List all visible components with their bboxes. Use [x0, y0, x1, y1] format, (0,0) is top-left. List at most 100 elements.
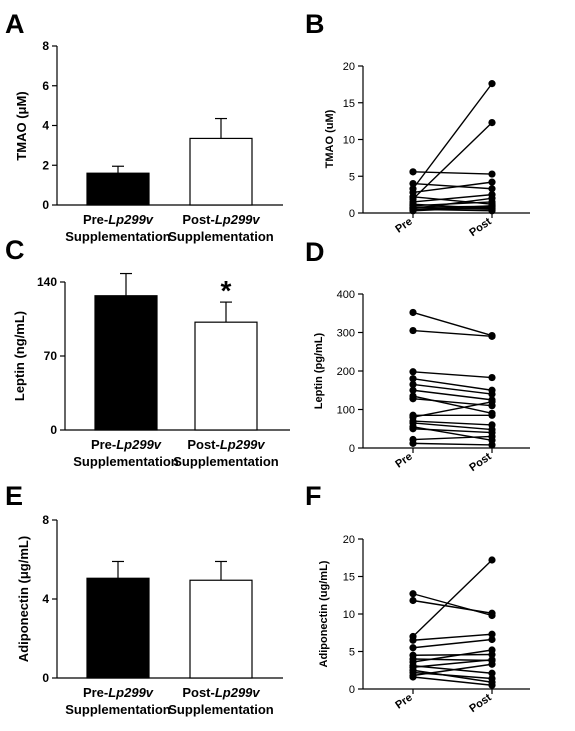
- subject-line: [412, 428, 493, 434]
- data-point-pre: [409, 326, 417, 335]
- subject-line: [412, 659, 493, 668]
- category-strain: Lp299v: [220, 437, 266, 452]
- x-tick-label: Post: [467, 215, 494, 239]
- y-tick-label: 8: [42, 513, 49, 527]
- y-tick-label: 5: [349, 647, 355, 659]
- data-point-pre: [409, 596, 417, 605]
- y-tick-label: 20: [343, 534, 355, 546]
- y-tick-label: 200: [337, 366, 355, 378]
- category-label: Post-Lp299v: [182, 212, 260, 227]
- category-prefix: Pre-: [91, 437, 116, 452]
- data-point-post: [488, 80, 496, 88]
- category-label-line2: Supplementation: [168, 702, 274, 717]
- panel-letter-d: D: [305, 237, 325, 267]
- data-point-pre: [409, 644, 417, 652]
- subject-line: [412, 371, 493, 379]
- category-label-line2: Supplementation: [65, 229, 171, 244]
- panel-letter-c: C: [5, 235, 25, 265]
- category-prefix: Post-: [182, 685, 215, 700]
- category-label: Pre-Lp299v: [83, 685, 154, 700]
- category-prefix: Post-: [187, 437, 220, 452]
- panel-b-chart: 0 5 10 15 20 TMAO (uM) Pre Post: [324, 61, 530, 239]
- y-tick-label: 140: [37, 275, 57, 289]
- y-tick-label: 15: [343, 572, 355, 584]
- subject-line: [412, 663, 493, 677]
- data-point-pre: [409, 375, 417, 383]
- panel-f-chart: 0 5 10 15 20 Adiponectin (ug/mL) Pre Post: [318, 534, 530, 715]
- data-point-post: [488, 556, 496, 564]
- data-point-pre: [409, 368, 417, 376]
- bar: [94, 295, 158, 431]
- data-point-post: [488, 170, 496, 178]
- x-tick-label: Post: [467, 691, 494, 715]
- subject-line: [412, 653, 493, 656]
- x-tick-label: Pre: [393, 216, 414, 236]
- data-point-post: [488, 441, 496, 449]
- subject-line: [412, 593, 493, 617]
- y-tick-label: 300: [337, 328, 355, 340]
- subject-line: [412, 401, 493, 418]
- category-strain: Lp299v: [215, 212, 261, 227]
- data-point-pre: [409, 673, 417, 681]
- data-point-post: [488, 669, 496, 677]
- data-point-post: [488, 398, 496, 406]
- category-strain: Lp299v: [108, 685, 154, 700]
- category-prefix: Post-: [182, 212, 215, 227]
- data-point-post: [488, 203, 496, 211]
- y-tick-label: 0: [349, 443, 355, 455]
- subject-line: [412, 633, 493, 641]
- data-point-pre: [409, 380, 417, 389]
- data-point-pre: [409, 168, 417, 176]
- x-tick-label: Pre: [393, 692, 414, 712]
- y-tick-label: 8: [42, 39, 49, 53]
- y-tick-label: 4: [42, 592, 49, 606]
- data-point-post: [488, 194, 496, 202]
- subject-line: [412, 676, 493, 686]
- subject-line: [412, 83, 493, 190]
- subject-line: [412, 122, 493, 200]
- subject-line: [412, 599, 493, 614]
- data-point-pre: [409, 395, 417, 403]
- category-label: Pre-Lp299v: [83, 212, 154, 227]
- category-label: Post-Lp299v: [187, 437, 265, 452]
- subject-line: [412, 193, 493, 203]
- data-point-post: [488, 609, 496, 617]
- data-point-post: [488, 332, 496, 340]
- y-axis-label: TMAO (uM): [324, 109, 336, 168]
- data-point-pre: [409, 425, 417, 433]
- y-tick-label: 10: [343, 609, 355, 621]
- x-tick-label: Post: [467, 450, 494, 474]
- y-tick-label: 400: [337, 289, 355, 301]
- subject-line: [412, 638, 493, 649]
- subject-line: [412, 420, 493, 426]
- data-point-pre: [409, 636, 417, 644]
- panel-letter-b: B: [305, 9, 325, 39]
- subject-line: [412, 435, 493, 441]
- y-tick-label: 6: [42, 79, 49, 93]
- category-strain: Lp299v: [116, 437, 162, 452]
- subject-line: [412, 329, 493, 338]
- data-point-post: [488, 660, 496, 668]
- y-tick-label: 70: [44, 349, 58, 363]
- category-prefix: Pre-: [83, 212, 108, 227]
- category-label: Post-Lp299v: [182, 685, 260, 700]
- y-tick-label: 0: [50, 423, 57, 437]
- panel-d-chart: 0 100 200 300 400 Leptin (pg/mL) Pre Post: [313, 289, 530, 474]
- subject-line: [412, 442, 493, 446]
- subject-line: [412, 395, 493, 415]
- y-tick-label: 100: [337, 405, 355, 417]
- subject-line: [412, 658, 493, 662]
- data-point-post: [488, 432, 496, 441]
- data-point-pre: [409, 207, 417, 215]
- y-tick-label: 15: [343, 98, 355, 110]
- bar: [86, 577, 150, 679]
- data-point-pre: [409, 386, 417, 394]
- panel-letter-e: E: [5, 481, 23, 511]
- data-point-post: [488, 646, 496, 654]
- y-tick-label: 0: [349, 684, 355, 696]
- subject-line: [412, 389, 493, 401]
- significance-marker: *: [221, 275, 232, 306]
- data-point-post: [488, 373, 496, 382]
